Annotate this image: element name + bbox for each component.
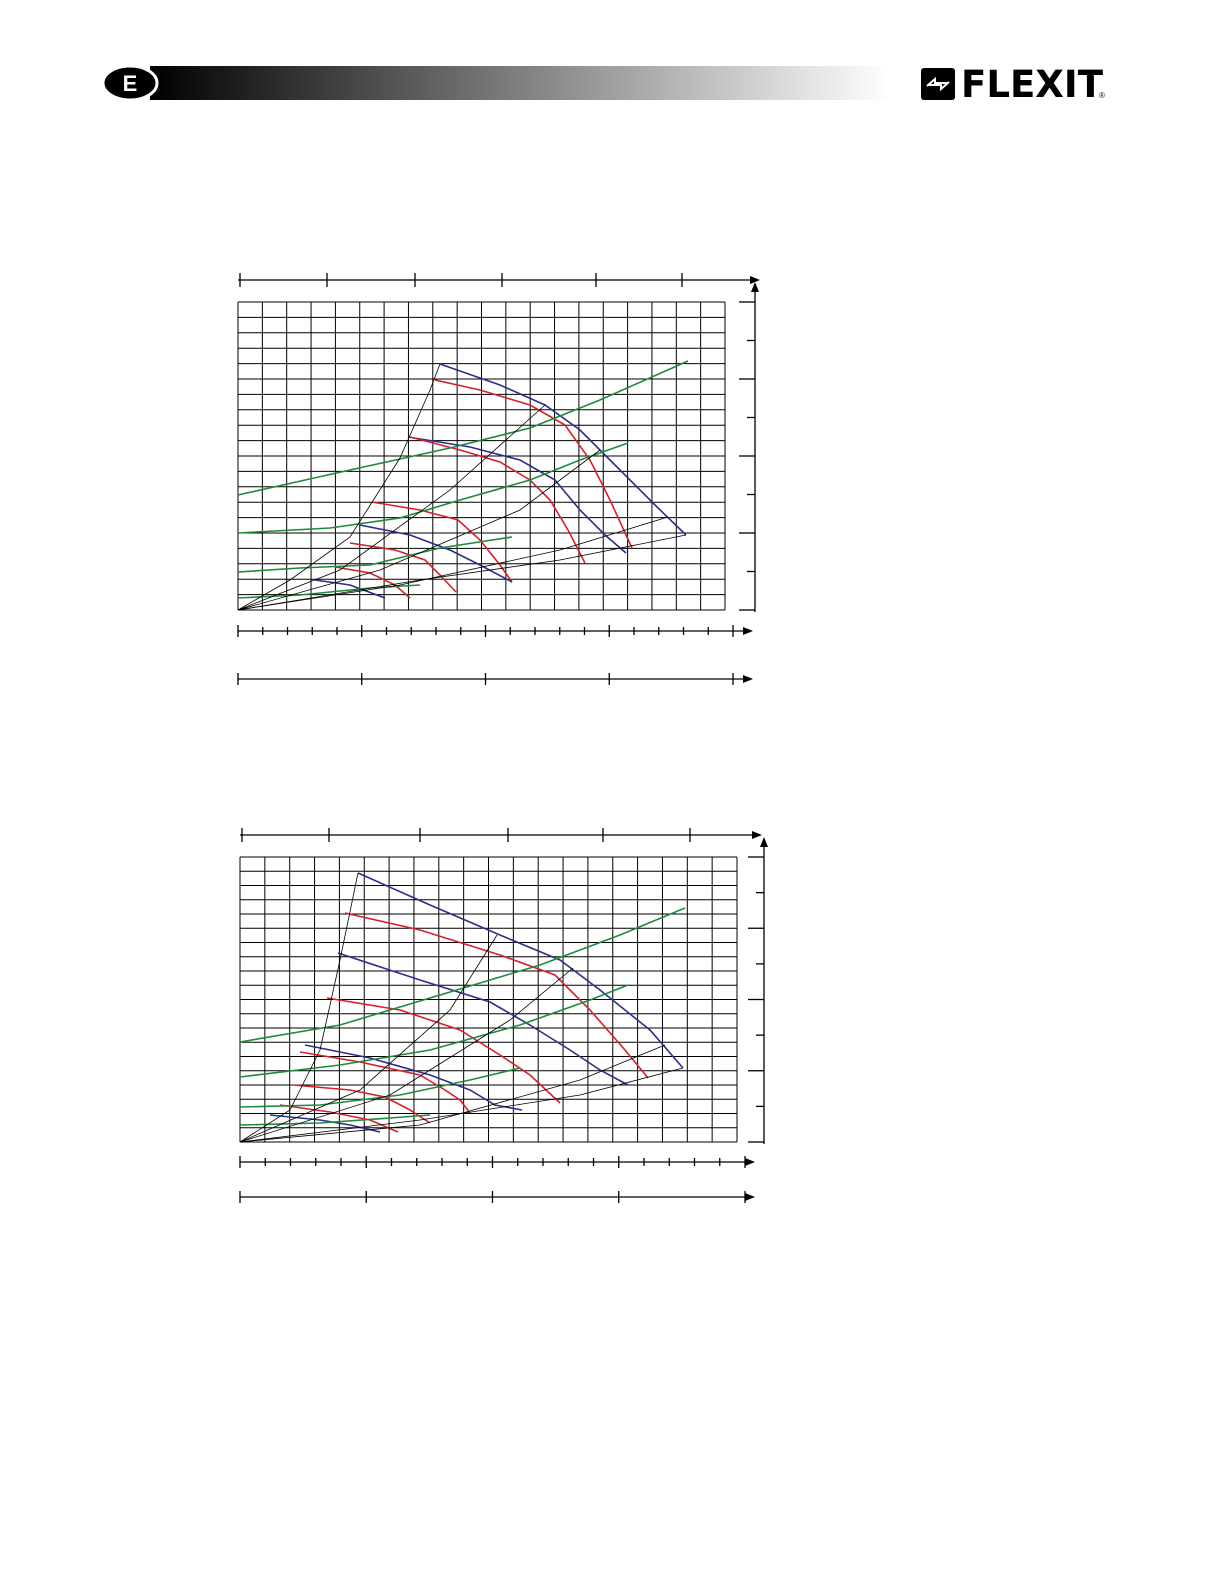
brand: FLEXIT [961, 63, 1104, 106]
logo-arrows [926, 76, 950, 92]
axis-arrow [752, 831, 762, 839]
section-badge [101, 64, 159, 102]
axis-arrow [750, 276, 760, 284]
axis-arrow [751, 282, 759, 292]
axis-arrow [760, 837, 768, 847]
chart-1 [237, 273, 760, 685]
section-letter: E [123, 71, 138, 96]
header-bar [150, 66, 890, 100]
chart-2 [239, 828, 768, 1203]
trademark: ® [1099, 91, 1105, 100]
